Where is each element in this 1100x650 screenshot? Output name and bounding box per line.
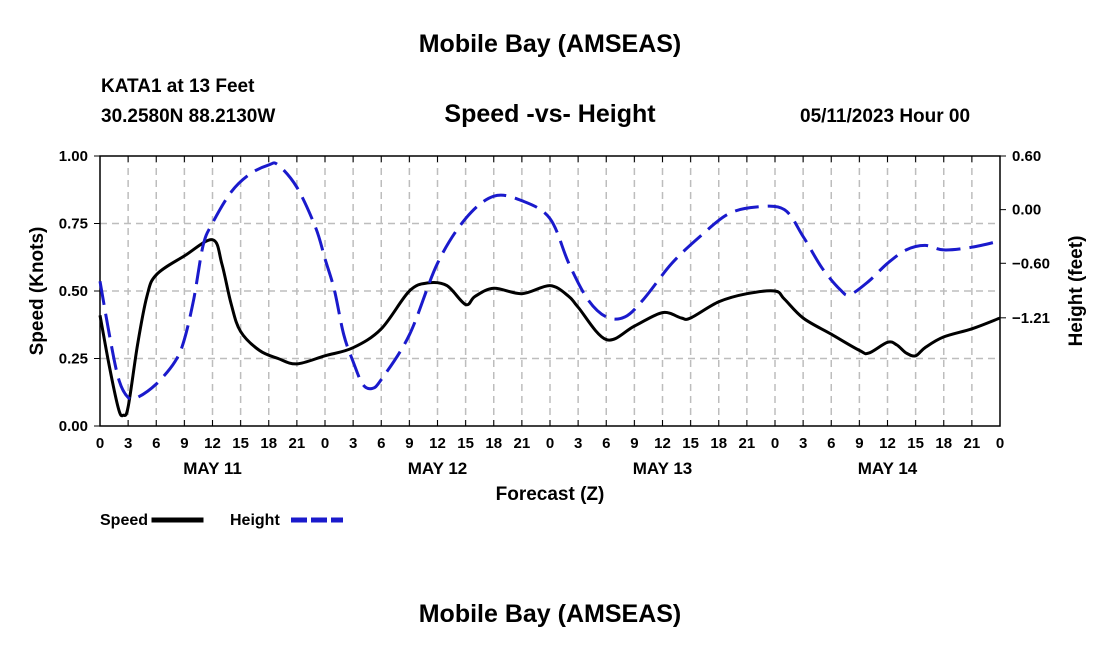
x-tick-label: 3 bbox=[349, 435, 357, 452]
legend-label-height: Height bbox=[230, 512, 280, 529]
x-tick-label: 12 bbox=[879, 435, 896, 452]
chart-subtitle: Speed -vs- Height bbox=[444, 100, 656, 128]
legend-label-speed: Speed bbox=[100, 512, 148, 529]
footer-title: Mobile Bay (AMSEAS) bbox=[418, 600, 682, 628]
x-tick-label: 18 bbox=[935, 435, 952, 452]
x-tick-label: 0 bbox=[96, 435, 104, 452]
x-tick-label: 0 bbox=[321, 435, 329, 452]
x-tick-label: 0 bbox=[546, 435, 554, 452]
x-tick-label: 3 bbox=[799, 435, 807, 452]
station-label: KATA1 at 13 Feet bbox=[101, 76, 255, 97]
speed-series-line bbox=[98, 238, 1001, 418]
y2-tick-label: −1.21 bbox=[1012, 310, 1050, 327]
y-tick-label: 0.50 bbox=[59, 283, 88, 300]
y2-tick-label: −0.60 bbox=[1012, 255, 1050, 272]
x-tick-label: 9 bbox=[630, 435, 638, 452]
x-tick-label: 6 bbox=[602, 435, 610, 452]
x-tick-label: 21 bbox=[289, 435, 306, 452]
day-label: MAY 13 bbox=[633, 459, 693, 478]
x-tick-label: 21 bbox=[964, 435, 981, 452]
x-axis-title: Forecast (Z) bbox=[496, 484, 605, 505]
x-tick-label: 21 bbox=[514, 435, 531, 452]
x-tick-label: 15 bbox=[232, 435, 249, 452]
x-tick-label: 6 bbox=[827, 435, 835, 452]
x-tick-label: 15 bbox=[682, 435, 699, 452]
x-tick-label: 0 bbox=[996, 435, 1004, 452]
x-tick-label: 6 bbox=[377, 435, 385, 452]
x-tick-label: 9 bbox=[180, 435, 188, 452]
x-tick-label: 3 bbox=[124, 435, 132, 452]
x-tick-label: 0 bbox=[771, 435, 779, 452]
y-tick-label: 1.00 bbox=[59, 148, 88, 165]
plot-frame bbox=[99, 155, 1001, 427]
station-coordinates: 30.2580N 88.2130W bbox=[101, 106, 276, 127]
x-tick-label: 18 bbox=[710, 435, 727, 452]
y-axis-title: Speed (Knots) bbox=[27, 227, 48, 356]
x-tick-label: 12 bbox=[204, 435, 221, 452]
y-tick-label: 0.75 bbox=[59, 216, 88, 233]
x-tick-label: 18 bbox=[260, 435, 277, 452]
x-tick-label: 15 bbox=[457, 435, 474, 452]
x-tick-label: 3 bbox=[574, 435, 582, 452]
y2-tick-label: 0.60 bbox=[1012, 148, 1041, 165]
x-tick-label: 12 bbox=[429, 435, 446, 452]
x-tick-label: 18 bbox=[485, 435, 502, 452]
x-tick-label: 21 bbox=[739, 435, 756, 452]
y2-axis-title: Height (feet) bbox=[1066, 236, 1087, 347]
y-tick-label: 0.25 bbox=[59, 351, 88, 368]
x-tick-label: 9 bbox=[405, 435, 413, 452]
y-tick-label: 0.00 bbox=[59, 418, 88, 435]
day-label: MAY 11 bbox=[183, 459, 242, 478]
height-series-line bbox=[98, 161, 1001, 401]
y2-tick-label: 0.00 bbox=[1012, 202, 1041, 219]
chart-title: Mobile Bay (AMSEAS) bbox=[418, 30, 682, 58]
x-tick-label: 9 bbox=[855, 435, 863, 452]
day-label: MAY 12 bbox=[408, 459, 468, 478]
x-tick-label: 12 bbox=[654, 435, 671, 452]
day-label: MAY 14 bbox=[858, 459, 918, 478]
x-tick-label: 15 bbox=[907, 435, 924, 452]
forecast-datetime: 05/11/2023 Hour 00 bbox=[800, 106, 971, 127]
x-tick-label: 6 bbox=[152, 435, 160, 452]
